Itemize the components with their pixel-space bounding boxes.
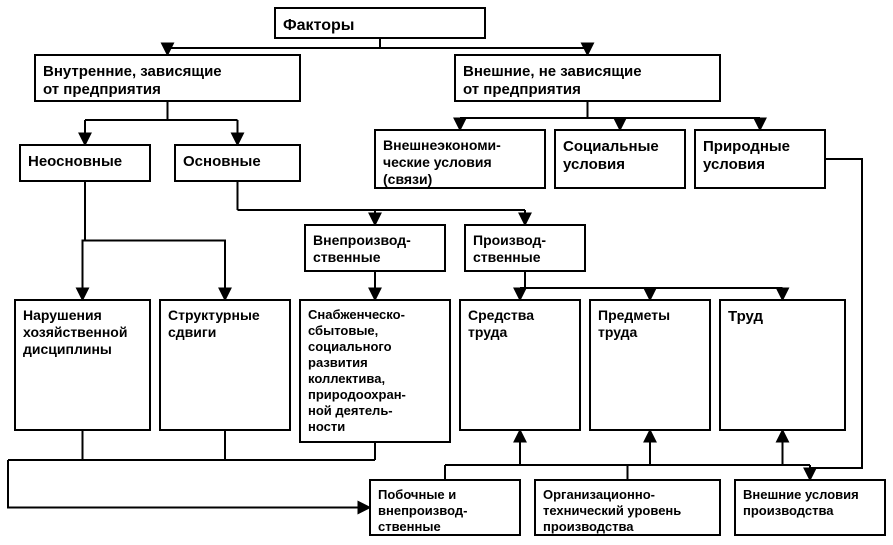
node-label-supply-l2: социального	[308, 339, 392, 354]
node-label-violations-l2: дисциплины	[23, 341, 112, 357]
node-label-ext_cond_prod-l0: Внешние условия	[743, 487, 859, 502]
node-label-nonmain-l0: Неосновные	[28, 153, 122, 170]
node-nonmain: Неосновные	[20, 145, 150, 181]
nodes-layer: ФакторыВнутренние, зависящиеот предприят…	[15, 8, 885, 535]
node-label-supply-l0: Снабженческо-	[308, 307, 405, 322]
node-label-supply-l3: развития	[308, 355, 368, 370]
node-label-nonprod-l0: Внепроизвод-	[313, 232, 411, 248]
node-label-org_tech-l0: Организационно-	[543, 487, 655, 502]
node-label-violations-l1: хозяйственной	[23, 324, 127, 340]
node-violations: Нарушенияхозяйственнойдисциплины	[15, 300, 150, 430]
node-main: Основные	[175, 145, 300, 181]
diagram-canvas: ФакторыВнутренние, зависящиеот предприят…	[0, 0, 893, 545]
node-label-prod-l1: ственные	[473, 249, 541, 265]
node-prod: Производ-ственные	[465, 225, 585, 271]
node-label-ext_cond_prod-l1: производства	[743, 503, 834, 518]
node-social: Социальныеусловия	[555, 130, 685, 188]
node-label-means_labor-l1: труда	[468, 324, 508, 340]
node-label-supply-l1: сбытовые,	[308, 323, 378, 338]
node-label-supply-l6: ной деятель-	[308, 403, 393, 418]
node-nonprod: Внепроизвод-ственные	[305, 225, 445, 271]
node-label-supply-l7: ности	[308, 419, 345, 434]
node-label-org_tech-l1: технический уровень	[543, 503, 681, 518]
node-label-supply-l5: природоохран-	[308, 387, 406, 402]
node-label-side_nonprod-l2: ственные	[378, 519, 441, 534]
node-label-struct_shifts-l0: Структурные	[168, 307, 260, 323]
node-label-factors-l0: Факторы	[283, 17, 354, 34]
node-label-social-l1: условия	[563, 156, 625, 173]
node-label-social-l0: Социальные	[563, 138, 659, 155]
node-label-struct_shifts-l1: сдвиги	[168, 324, 216, 340]
node-label-objects_labor-l0: Предметы	[598, 307, 670, 323]
node-label-violations-l0: Нарушения	[23, 307, 102, 323]
node-label-nonprod-l1: ственные	[313, 249, 381, 265]
node-factors: Факторы	[275, 8, 485, 38]
node-label-ext_econ-l1: ческие условия	[383, 154, 492, 170]
node-supply: Снабженческо-сбытовые,социальногоразвити…	[300, 300, 450, 442]
node-label-natural-l0: Природные	[703, 138, 790, 155]
node-label-side_nonprod-l0: Побочные и	[378, 487, 456, 502]
node-label-side_nonprod-l1: внепроизвод-	[378, 503, 467, 518]
node-side_nonprod: Побочные ивнепроизвод-ственные	[370, 480, 520, 535]
node-org_tech: Организационно-технический уровеньпроизв…	[535, 480, 720, 535]
node-struct_shifts: Структурныесдвиги	[160, 300, 290, 430]
node-label-natural-l1: условия	[703, 156, 765, 173]
node-label-objects_labor-l1: труда	[598, 324, 638, 340]
node-label-ext_econ-l0: Внешнеэкономи-	[383, 137, 501, 153]
node-label-main-l0: Основные	[183, 153, 261, 170]
node-labor: Труд	[720, 300, 845, 430]
node-label-external-l0: Внешние, не зависящие	[463, 63, 642, 80]
node-label-supply-l4: коллектива,	[308, 371, 385, 386]
node-objects_labor: Предметытруда	[590, 300, 710, 430]
node-label-org_tech-l2: производства	[543, 519, 634, 534]
node-label-internal-l0: Внутренние, зависящие	[43, 63, 222, 80]
node-ext_econ: Внешнеэкономи-ческие условия(связи)	[375, 130, 545, 188]
node-means_labor: Средстватруда	[460, 300, 580, 430]
node-label-internal-l1: от предприятия	[43, 81, 161, 98]
node-label-ext_econ-l2: (связи)	[383, 171, 432, 187]
node-natural: Природныеусловия	[695, 130, 825, 188]
node-label-external-l1: от предприятия	[463, 81, 581, 98]
node-internal: Внутренние, зависящиеот предприятия	[35, 55, 300, 101]
node-ext_cond_prod: Внешние условияпроизводства	[735, 480, 885, 535]
node-external: Внешние, не зависящиеот предприятия	[455, 55, 720, 101]
node-label-labor-l0: Труд	[728, 308, 764, 325]
node-label-prod-l0: Производ-	[473, 232, 546, 248]
node-label-means_labor-l0: Средства	[468, 307, 534, 323]
